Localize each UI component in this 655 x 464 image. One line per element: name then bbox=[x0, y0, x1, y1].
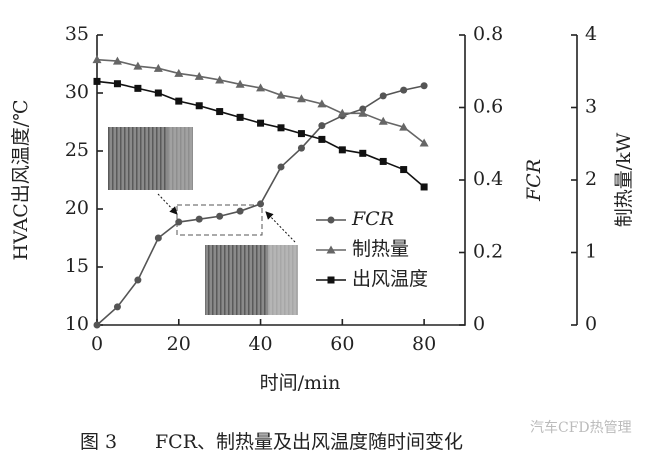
point bbox=[195, 215, 203, 223]
point bbox=[134, 84, 142, 92]
watermark: 汽车CFD热管理 bbox=[530, 419, 632, 436]
y-tick-label: 10 bbox=[65, 313, 89, 335]
point bbox=[420, 82, 428, 90]
point bbox=[113, 303, 121, 311]
point bbox=[318, 135, 326, 143]
point bbox=[317, 99, 327, 108]
y-tick-label: 15 bbox=[65, 255, 89, 277]
point bbox=[236, 113, 244, 121]
point bbox=[194, 71, 204, 80]
legend-label: FCR bbox=[351, 208, 394, 230]
y3-tick-label: 3 bbox=[585, 96, 597, 118]
point bbox=[113, 80, 121, 88]
point bbox=[112, 56, 122, 65]
point bbox=[216, 212, 224, 220]
caption-number: 图 3 bbox=[80, 431, 117, 453]
legend-label: 制热量 bbox=[352, 238, 409, 260]
y3-tick-label: 0 bbox=[585, 313, 597, 335]
caption-title: FCR、制热量及出风温度随时间变化 bbox=[155, 431, 463, 453]
point bbox=[337, 108, 347, 117]
point bbox=[297, 130, 305, 138]
y-tick-label: 30 bbox=[65, 81, 89, 103]
x-tick-label: 20 bbox=[167, 333, 191, 355]
y3-axis-label: 制热量/kW bbox=[613, 132, 635, 227]
point bbox=[93, 321, 101, 329]
point bbox=[154, 234, 162, 242]
x-axis-label: 时间/min bbox=[260, 372, 341, 394]
point bbox=[256, 83, 266, 92]
y3-tick-label: 1 bbox=[585, 241, 597, 263]
point bbox=[359, 149, 367, 157]
x-tick-label: 80 bbox=[412, 333, 436, 355]
point bbox=[257, 119, 265, 127]
y-tick-label: 25 bbox=[65, 139, 89, 161]
y-tick-label: 35 bbox=[65, 23, 89, 45]
point bbox=[134, 276, 142, 284]
y2-tick-label: 0.2 bbox=[473, 241, 503, 263]
point bbox=[358, 108, 368, 117]
point bbox=[296, 94, 306, 103]
point bbox=[419, 138, 429, 147]
point bbox=[175, 218, 183, 226]
legend-marker bbox=[327, 276, 335, 284]
point bbox=[93, 77, 101, 85]
x-tick-label: 0 bbox=[91, 333, 103, 355]
point bbox=[235, 79, 245, 88]
y3-tick-label: 4 bbox=[585, 23, 597, 45]
point bbox=[133, 61, 143, 70]
y3-tick-label: 2 bbox=[585, 168, 597, 190]
point bbox=[338, 146, 346, 154]
y-tick-label: 20 bbox=[65, 197, 89, 219]
y2-tick-label: 0.6 bbox=[473, 96, 503, 118]
point bbox=[92, 55, 102, 64]
point bbox=[175, 97, 183, 105]
point bbox=[257, 200, 265, 208]
y2-tick-label: 0.8 bbox=[473, 23, 503, 45]
legend-marker bbox=[327, 216, 335, 224]
point bbox=[297, 144, 305, 152]
point bbox=[379, 92, 387, 100]
point bbox=[236, 207, 244, 215]
y2-tick-label: 0.4 bbox=[473, 168, 503, 190]
point bbox=[318, 122, 326, 130]
point bbox=[277, 163, 285, 171]
point bbox=[378, 116, 388, 125]
x-tick-label: 60 bbox=[330, 333, 354, 355]
y-axis-label: HVAC出风温度/℃ bbox=[10, 100, 32, 261]
point bbox=[153, 63, 163, 72]
point bbox=[195, 102, 203, 110]
point bbox=[154, 89, 162, 97]
y2-axis-label: FCR bbox=[523, 159, 545, 202]
point bbox=[420, 183, 428, 191]
point bbox=[277, 124, 285, 132]
point bbox=[174, 68, 184, 77]
point bbox=[400, 86, 408, 94]
point bbox=[399, 122, 409, 131]
point bbox=[215, 75, 225, 84]
point bbox=[216, 108, 224, 116]
point bbox=[276, 90, 286, 99]
y2-tick-label: 0 bbox=[473, 313, 485, 335]
legend-marker bbox=[326, 245, 336, 254]
x-tick-label: 40 bbox=[248, 333, 272, 355]
point bbox=[379, 157, 387, 165]
insets bbox=[108, 127, 298, 315]
point bbox=[400, 166, 408, 174]
legend-label: 出风温度 bbox=[352, 268, 428, 290]
